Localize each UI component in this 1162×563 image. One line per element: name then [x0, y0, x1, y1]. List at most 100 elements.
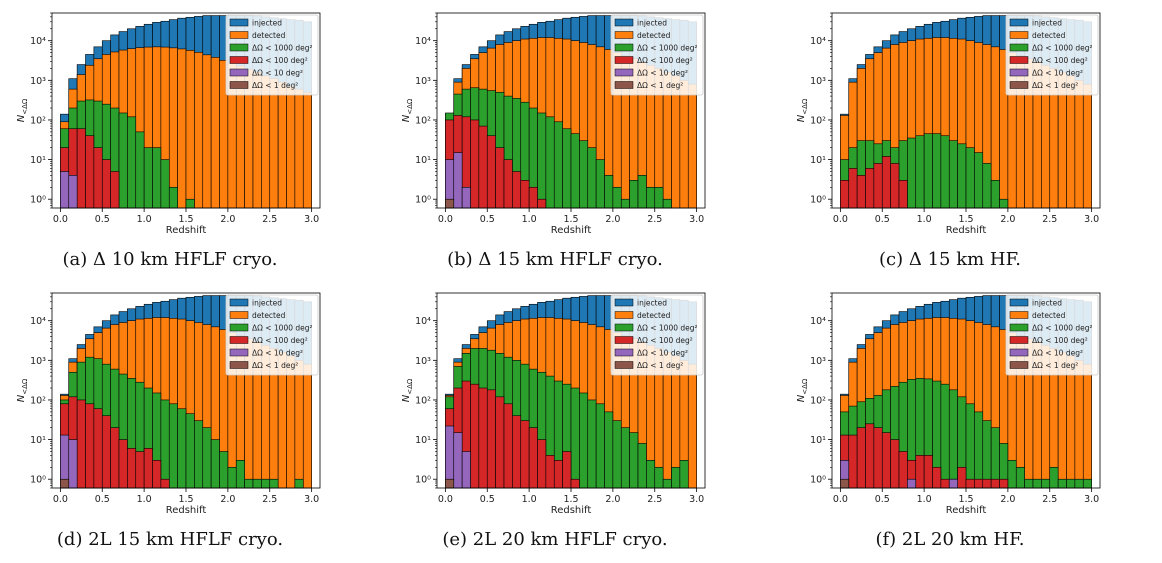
ytick-label-c-1: 10¹	[810, 155, 826, 166]
bar-c-s2-14	[957, 143, 967, 209]
bar-c-s3-6	[890, 163, 900, 209]
x-axis-label-c: Redshift	[946, 225, 987, 236]
legend-label-c-4: ΔΩ < 10 deg²	[1032, 69, 1083, 78]
bar-d-s3-4	[93, 408, 103, 489]
legend-label-c-5: ΔΩ < 1 deg²	[1032, 81, 1078, 90]
xtick-label-d-4: 2.0	[220, 494, 235, 505]
legend-label-e-1: detected	[637, 311, 671, 320]
legend-label-d-5: ΔΩ < 1 deg²	[252, 361, 298, 370]
bar-f-s2-23	[1032, 478, 1042, 489]
bar-d-s2-16	[194, 420, 204, 489]
bar-f-s2-21	[1015, 466, 1025, 489]
legend-swatch-e-0	[614, 298, 634, 307]
legend-swatch-e-2	[614, 323, 634, 332]
bar-d-s2-14	[177, 408, 187, 489]
bar-a-s2-8	[127, 116, 137, 209]
bar-e-s3-12	[545, 455, 555, 489]
bar-f-s3-10	[923, 455, 933, 489]
bar-f-s2-15	[965, 403, 975, 489]
bar-e-s2-21	[620, 427, 630, 489]
xtick-label-b-2: 1.0	[522, 214, 537, 225]
xtick-label-a-3: 1.5	[178, 214, 193, 225]
bar-a-s1-28	[294, 88, 304, 209]
histogram-chart-f: 0.0 0.5 1.0 1.5 2.0 2.5 3.0 10⁰ 10¹ 10² 10³ 10⁴ Reds…	[796, 292, 1101, 516]
bar-f-s3-14	[957, 466, 967, 489]
bar-d-s2-15	[185, 413, 195, 489]
bar-b-s2-25	[654, 186, 664, 209]
legend-swatch-c-0	[1009, 18, 1029, 27]
legend-label-e-0: injected	[637, 299, 667, 308]
xtick-label-c-5: 2.5	[1042, 214, 1057, 225]
bar-c-s3-4	[873, 163, 883, 209]
legend-label-d-4: ΔΩ < 10 deg²	[252, 349, 303, 358]
bar-c-s1-28	[1074, 80, 1084, 209]
legend-label-b-5: ΔΩ < 1 deg²	[637, 81, 683, 90]
bar-e-s3-14	[562, 451, 572, 489]
bar-f-s2-13	[948, 389, 958, 489]
xtick-label-b-4: 2.0	[605, 214, 620, 225]
legend-b: injected detected ΔΩ < 1000 deg² ΔΩ < 100 d…	[610, 14, 704, 96]
bar-c-s2-13	[948, 140, 958, 209]
ytick-label-f-3: 10³	[810, 356, 826, 367]
bar-f-s4-13	[948, 478, 958, 489]
caption-e: (e) 2L 20 km HFLF cryo.	[442, 529, 668, 550]
chart-panel-f: 0.0 0.5 1.0 1.5 2.0 2.5 3.0 10⁰ 10¹ 10² 10³ 10⁴ Reds…	[790, 285, 1110, 555]
bar-b-s3-7	[503, 159, 513, 209]
chart-panel-e: 0.0 0.5 1.0 1.5 2.0 2.5 3.0 10⁰ 10¹ 10² 10³ 10⁴ Reds…	[395, 285, 715, 555]
bar-b-s1-27	[671, 75, 681, 209]
ytick-label-d-3: 10³	[30, 356, 46, 367]
bar-f-s2-22	[1024, 478, 1034, 489]
bar-c-s3-2	[856, 175, 866, 209]
bar-a-s1-14	[177, 48, 187, 209]
bar-f-s5-0	[840, 478, 850, 489]
legend-label-f-0: injected	[1032, 299, 1062, 308]
bar-f-s3-16	[974, 478, 984, 489]
legend-label-b-4: ΔΩ < 10 deg²	[637, 69, 688, 78]
xtick-label-e-1: 0.5	[480, 494, 495, 505]
bar-d-s2-25	[269, 478, 279, 489]
legend-swatch-a-2	[229, 43, 249, 52]
bar-d-s1-29	[302, 363, 312, 489]
bar-b-s2-15	[570, 133, 580, 209]
bar-a-s4-1	[68, 175, 78, 209]
xtick-label-d-5: 2.5	[262, 494, 277, 505]
bar-c-s3-5	[881, 156, 891, 209]
bar-f-s3-1	[848, 434, 858, 489]
legend-swatch-e-4	[614, 348, 634, 357]
xtick-label-a-1: 0.5	[95, 214, 110, 225]
legend-swatch-b-2	[614, 43, 634, 52]
bar-b-s3-5	[486, 135, 496, 209]
legend-box-f	[1005, 294, 1099, 376]
bar-d-s2-22	[244, 478, 254, 489]
bar-f-s4-8	[907, 478, 917, 489]
bar-e-s3-15	[570, 478, 580, 489]
y-axis-label-f: N<ΔΩ	[796, 378, 809, 402]
bar-a-s2-15	[185, 198, 195, 209]
legend-swatch-c-3	[1009, 56, 1029, 64]
bar-a-s1-16	[194, 51, 204, 209]
legend-a: injected detected ΔΩ < 1000 deg² ΔΩ < 100 d…	[225, 14, 319, 96]
bar-c-s2-10	[923, 133, 933, 209]
xtick-label-e-4: 2.0	[605, 494, 620, 505]
legend-label-d-3: ΔΩ < 100 deg²	[252, 336, 308, 345]
bar-b-s2-23	[637, 175, 647, 209]
x-axis-label-d: Redshift	[166, 505, 207, 516]
ytick-label-f-4: 10⁴	[810, 316, 826, 327]
bar-c-s1-29	[1082, 83, 1092, 209]
series-a-4	[60, 171, 78, 209]
legend-swatch-d-1	[229, 311, 249, 319]
bar-b-s2-13	[553, 121, 563, 209]
minor-ticks-a	[50, 12, 52, 209]
bar-f-s2-12	[940, 383, 950, 489]
bar-c-s2-9	[915, 135, 925, 209]
histogram-chart-c: 0.0 0.5 1.0 1.5 2.0 2.5 3.0 10⁰ 10¹ 10² 10³ 10⁴ Reds…	[796, 12, 1101, 236]
x-axis-label-b: Redshift	[551, 225, 592, 236]
bar-d-s2-17	[202, 427, 212, 489]
bar-b-s2-17	[587, 147, 597, 209]
xtick-label-f-3: 1.5	[958, 494, 973, 505]
bar-a-s3-4	[93, 147, 103, 209]
ytick-label-f-2: 10²	[810, 395, 826, 406]
bar-c-s3-3	[865, 168, 875, 209]
bar-c-s2-17	[982, 163, 992, 209]
bar-f-s2-28	[1074, 478, 1084, 489]
